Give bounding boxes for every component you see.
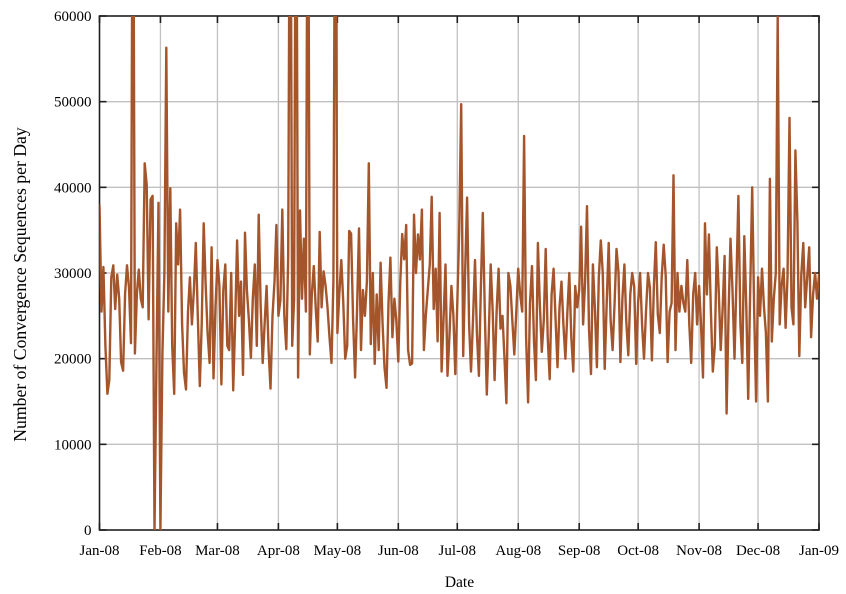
svg-text:Sep-08: Sep-08 (558, 543, 601, 559)
svg-text:20000: 20000 (54, 352, 92, 368)
svg-text:10000: 10000 (54, 437, 92, 453)
svg-text:Date: Date (445, 574, 474, 591)
svg-text:Jun-08: Jun-08 (378, 543, 419, 559)
svg-text:50000: 50000 (54, 95, 92, 111)
svg-text:40000: 40000 (54, 180, 92, 196)
svg-text:Jan-08: Jan-08 (80, 543, 120, 559)
svg-text:Nov-08: Nov-08 (676, 543, 722, 559)
svg-text:Oct-08: Oct-08 (617, 543, 659, 559)
svg-text:Jul-08: Jul-08 (439, 543, 477, 559)
svg-text:Apr-08: Apr-08 (257, 543, 300, 559)
svg-text:60000: 60000 (54, 9, 92, 25)
svg-text:Feb-08: Feb-08 (139, 543, 182, 559)
svg-text:Jan-09: Jan-09 (799, 543, 839, 559)
svg-text:0: 0 (84, 523, 92, 539)
svg-text:Aug-08: Aug-08 (495, 543, 541, 559)
svg-text:Dec-08: Dec-08 (736, 543, 780, 559)
svg-text:30000: 30000 (54, 266, 92, 282)
svg-text:Number of Convergence Sequence: Number of Convergence Sequences per Day (10, 127, 30, 442)
svg-text:Mar-08: Mar-08 (195, 543, 240, 559)
svg-text:May-08: May-08 (314, 543, 362, 559)
